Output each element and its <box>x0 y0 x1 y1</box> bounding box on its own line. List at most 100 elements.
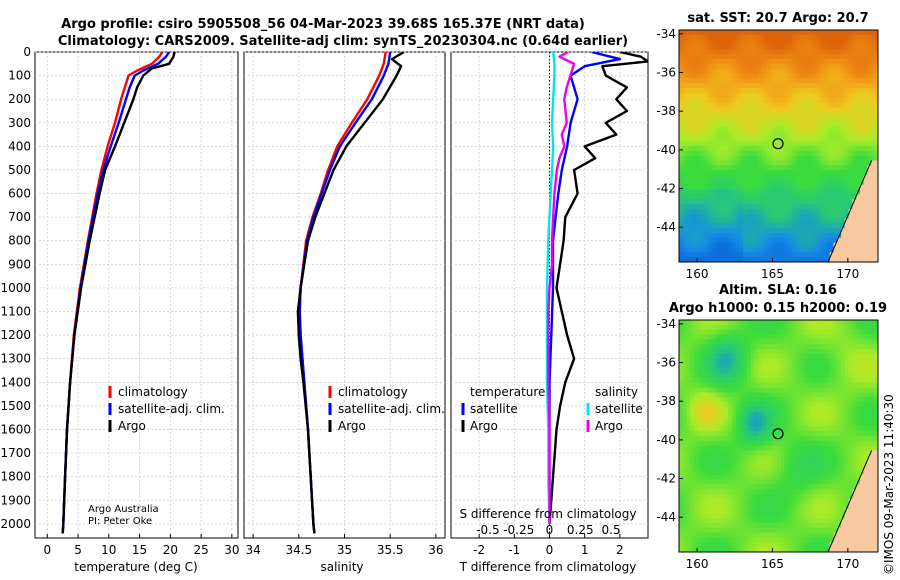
map-value-cell <box>871 358 876 365</box>
map-value-cell <box>686 349 691 355</box>
map-value-cell <box>810 503 816 510</box>
map-value-cell <box>720 489 725 495</box>
map-value-cell <box>728 213 733 220</box>
map-value-cell <box>682 150 688 157</box>
map-value-cell <box>709 88 714 94</box>
map-value-cell <box>867 112 872 118</box>
legend-label-s-satellite: satellite <box>595 402 643 416</box>
map-value-cell <box>829 155 835 162</box>
map-value-cell <box>679 479 684 485</box>
map-value-cell <box>735 363 740 369</box>
map-value-cell <box>818 83 823 89</box>
map-value-cell <box>765 112 771 118</box>
map-value-cell <box>724 498 729 505</box>
map-value-cell <box>799 349 804 355</box>
map-value-cell <box>712 460 718 466</box>
map-value-cell <box>690 228 695 234</box>
map-value-cell <box>833 363 838 369</box>
map-value-cell <box>690 378 695 384</box>
map-value-cell <box>724 513 729 519</box>
map-xtick-label: 170 <box>836 267 859 281</box>
map-value-cell <box>852 44 857 50</box>
map-value-cell <box>848 189 853 195</box>
map-value-cell <box>799 358 804 365</box>
map-value-cell <box>705 141 710 147</box>
map-land-cell <box>875 242 878 249</box>
map-value-cell <box>841 184 846 191</box>
map-value-cell <box>690 44 695 50</box>
map-value-cell <box>682 213 688 220</box>
map-value-cell <box>709 165 714 171</box>
map-value-cell <box>810 382 816 389</box>
map-value-cell <box>690 179 695 186</box>
map-value-cell <box>788 339 793 345</box>
map-value-cell <box>829 223 835 229</box>
map-value-cell <box>701 392 706 398</box>
legend-title-temperature: temperature <box>470 385 545 399</box>
map-value-cell <box>773 83 778 89</box>
map-value-cell <box>769 189 774 195</box>
map-value-cell <box>826 165 831 171</box>
map-value-cell <box>814 513 820 519</box>
map-value-cell <box>709 208 714 215</box>
map-value-cell <box>694 97 699 104</box>
map-value-cell <box>758 373 763 379</box>
map-value-cell <box>679 213 684 220</box>
map-value-cell <box>844 44 850 50</box>
map-value-cell <box>814 83 820 89</box>
map-value-cell <box>697 160 703 166</box>
map-value-cell <box>867 97 872 104</box>
map-value-cell <box>724 83 729 89</box>
map-value-cell <box>716 102 722 108</box>
map-value-cell <box>728 208 733 215</box>
map-value-cell <box>803 382 808 389</box>
map-value-cell <box>844 160 850 166</box>
map-value-cell <box>682 426 688 432</box>
map-value-cell <box>758 460 763 466</box>
map-value-cell <box>810 34 816 41</box>
map-value-cell <box>822 49 827 55</box>
map-value-cell <box>863 136 869 142</box>
map-value-cell <box>807 34 812 41</box>
map-value-cell <box>777 49 782 55</box>
map-value-cell <box>863 445 869 452</box>
map-value-cell <box>841 392 846 398</box>
map-value-cell <box>739 49 744 55</box>
map-value-cell <box>795 324 801 331</box>
map-value-cell <box>833 175 838 181</box>
map-value-cell <box>814 498 820 505</box>
map-value-cell <box>761 402 767 408</box>
map-value-cell <box>705 503 710 510</box>
map-value-cell <box>724 121 729 128</box>
map-value-cell <box>709 363 714 369</box>
map-value-cell <box>784 392 789 398</box>
map-value-cell <box>799 489 804 495</box>
map-value-cell <box>822 465 827 471</box>
map-value-cell <box>682 368 688 374</box>
map-value-cell <box>833 204 838 210</box>
map-value-cell <box>852 344 857 350</box>
map-value-cell <box>814 59 820 65</box>
map-value-cell <box>829 363 835 369</box>
map-value-cell <box>837 112 842 118</box>
map-value-cell <box>712 445 718 452</box>
map-value-cell <box>709 378 714 384</box>
map-value-cell <box>810 92 816 99</box>
map-value-cell <box>724 150 729 157</box>
map-value-cell <box>777 78 782 84</box>
map-land-cell <box>875 228 878 234</box>
map-value-cell <box>754 233 759 239</box>
map-value-cell <box>679 324 684 331</box>
map-value-cell <box>826 228 831 234</box>
map-value-cell <box>788 402 793 408</box>
map-value-cell <box>728 378 733 384</box>
map-value-cell <box>709 228 714 234</box>
map-value-cell <box>739 30 744 36</box>
map-value-cell <box>784 349 789 355</box>
map-value-cell <box>852 54 857 60</box>
map-value-cell <box>735 465 740 471</box>
map-land-cell <box>844 247 850 253</box>
map-value-cell <box>690 460 695 466</box>
map-value-cell <box>731 175 737 181</box>
map-value-cell <box>679 474 684 481</box>
